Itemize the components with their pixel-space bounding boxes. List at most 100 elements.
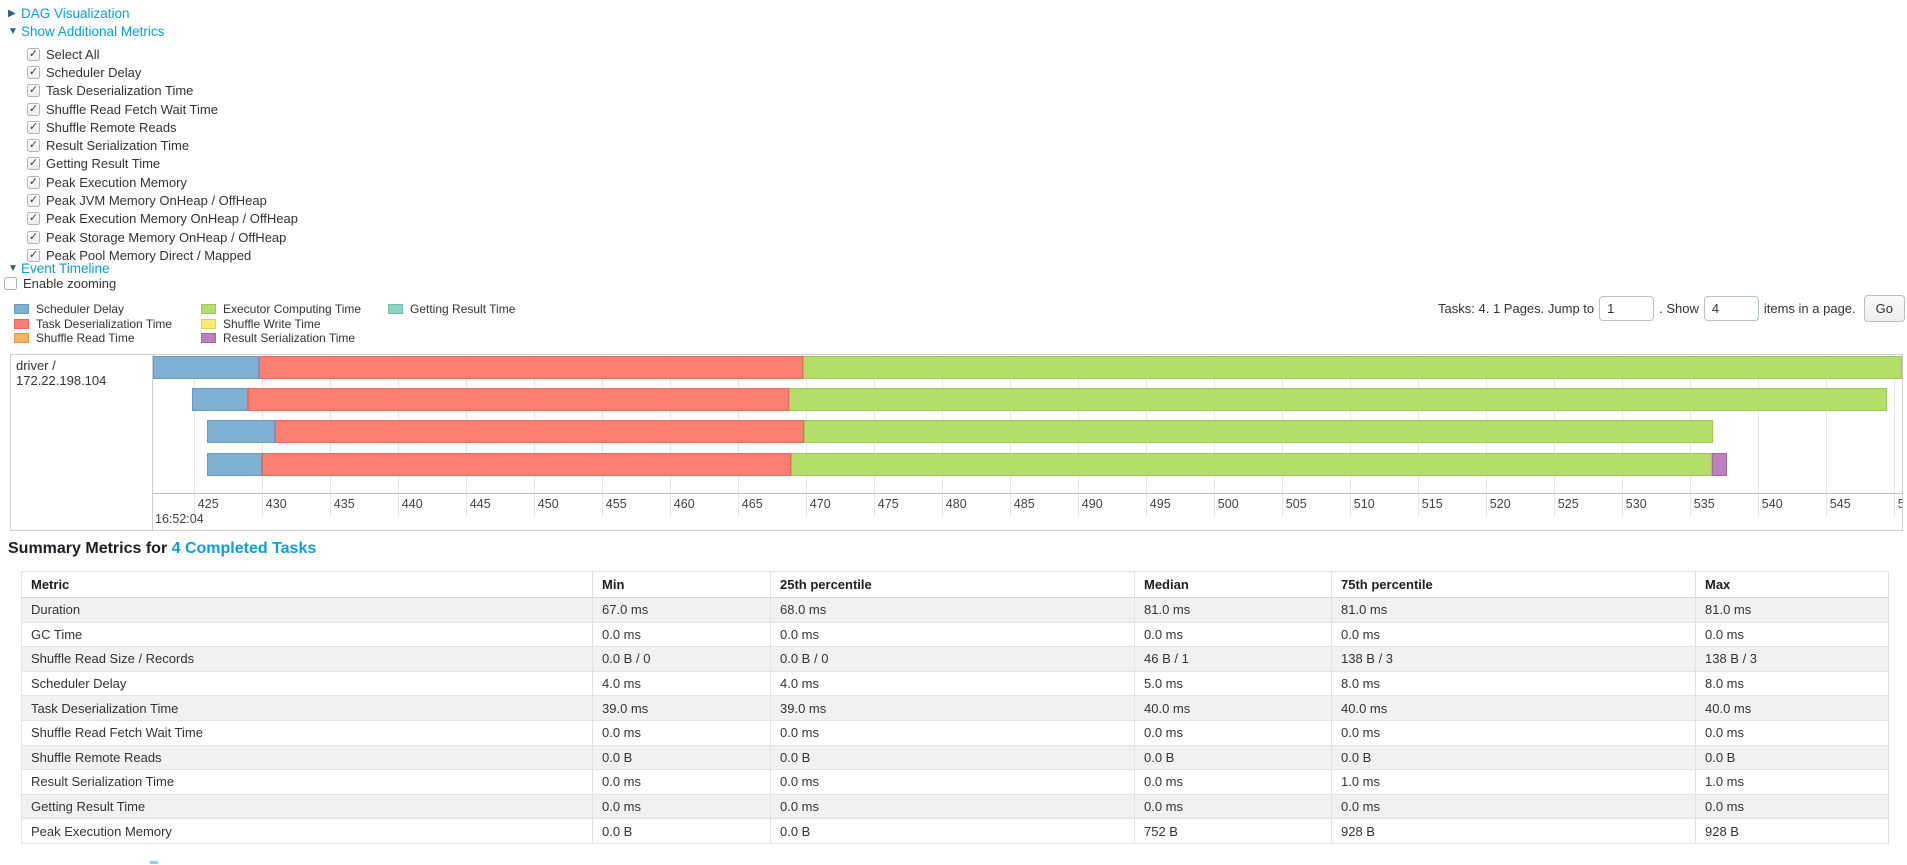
axis-tick-label: 475 — [877, 497, 899, 511]
metric-checkbox[interactable]: ✓ — [27, 212, 40, 226]
task-pager: Tasks: 4. 1 Pages. Jump to . Show items … — [1438, 293, 1905, 323]
legend-label: Task Deserialization Time — [36, 316, 173, 331]
task-bar[interactable] — [153, 420, 1902, 443]
axis-tick-label: 430 — [265, 497, 287, 511]
summary-column-header: Max — [1695, 571, 1889, 598]
task-segment-scheduler-delay[interactable] — [207, 453, 262, 476]
timeline-x-axis: 16:52:04 425 430 435 440 445 450 455 460 465 470 4… — [153, 493, 1902, 530]
dag-visualization-link[interactable]: DAG Visualization — [21, 6, 130, 21]
task-segment-task-deserialization[interactable] — [275, 420, 805, 443]
metric-checkbox[interactable]: ✓ — [27, 175, 40, 189]
metric-checkbox[interactable]: ✓ — [27, 102, 40, 116]
summary-column-header: 25th percentile — [770, 571, 1135, 598]
section-event-timeline[interactable]: ▼ Event Timeline — [8, 261, 110, 276]
metric-checkbox[interactable]: ✓ — [27, 230, 40, 244]
task-segment-task-deserialization[interactable] — [248, 388, 790, 411]
task-segment-scheduler-delay[interactable] — [192, 388, 249, 411]
task-segment-executor-computing[interactable] — [790, 453, 1712, 476]
legend-label: Executor Computing Time — [223, 302, 362, 317]
getting_result-swatch-icon — [388, 304, 403, 315]
items-per-page-input[interactable] — [1703, 295, 1759, 321]
metric-value-cell: 0.0 ms — [1134, 793, 1332, 820]
metric-checkbox-label[interactable]: Peak Storage Memory OnHeap / OffHeap — [46, 229, 287, 245]
legend-label: Shuffle Write Time — [223, 316, 321, 331]
metric-checkbox-label[interactable]: Shuffle Remote Reads — [46, 119, 177, 135]
executor_computing-swatch-icon — [201, 304, 216, 315]
gridline — [193, 355, 195, 517]
metric-checkbox-label[interactable]: Scheduler Delay — [46, 64, 142, 80]
metric-checkbox[interactable]: ✓ — [27, 120, 40, 134]
task-bar[interactable] — [153, 388, 1902, 411]
metric-checkbox[interactable]: ✓ — [27, 65, 40, 79]
metric-checkbox-label[interactable]: Getting Result Time — [46, 156, 161, 172]
table-row: Scheduler Delay 4.0 ms 4.0 ms 5.0 ms 8.0 ms 8… — [21, 670, 1889, 697]
table-row: Task Deserialization Time 39.0 ms 39.0 ms 4… — [21, 695, 1889, 721]
jump-to-page-input[interactable] — [1599, 295, 1655, 321]
go-button[interactable]: Go — [1863, 294, 1905, 322]
event-timeline-link[interactable]: Event Timeline — [21, 261, 110, 276]
axis-tick-label: 500 — [1217, 497, 1239, 511]
show-additional-metrics-link[interactable]: Show Additional Metrics — [21, 24, 165, 39]
pager-show-text: . Show — [1659, 300, 1699, 316]
metric-name-cell: Scheduler Delay — [21, 670, 593, 697]
task-segment-scheduler-delay[interactable] — [207, 420, 276, 443]
task-segment-executor-computing[interactable] — [803, 356, 1902, 379]
section-show-additional-metrics[interactable]: ▼ Show Additional Metrics — [8, 24, 164, 39]
metric-checkbox-label[interactable]: Peak Execution Memory — [46, 174, 187, 190]
metric-checkbox-label[interactable]: Shuffle Read Fetch Wait Time — [46, 101, 218, 117]
summary-heading-prefix: Summary Metrics for — [8, 540, 172, 557]
legend-label: Shuffle Read Time — [36, 331, 135, 346]
event-timeline-chart: driver / 172.22.198.104 16:52:04 425 430 4… — [10, 354, 1903, 531]
metric-value-cell: 67.0 ms — [592, 597, 771, 623]
task-segment-executor-computing[interactable] — [789, 388, 1887, 411]
task-bar[interactable] — [153, 356, 1902, 379]
metric-checkbox-label[interactable]: Peak JVM Memory OnHeap / OffHeap — [46, 193, 267, 209]
axis-tick-label: 450 — [537, 497, 559, 511]
metric-checkbox-label[interactable]: Peak Pool Memory Direct / Mapped — [46, 247, 252, 263]
task-segment-executor-computing[interactable] — [804, 420, 1713, 443]
metric-value-cell: 0.0 ms — [1331, 621, 1696, 648]
axis-tick-label: 525 — [1557, 497, 1579, 511]
metric-checkbox-row: ✓ Peak JVM Memory OnHeap / OffHeap — [27, 191, 298, 209]
metric-checkbox[interactable]: ✓ — [27, 157, 40, 171]
section-dag-visualization[interactable]: ▶ DAG Visualization — [8, 6, 130, 21]
metric-checkbox-row: ✓ Getting Result Time — [27, 155, 298, 173]
metric-checkbox-label[interactable]: Task Deserialization Time — [46, 83, 194, 99]
metric-checkbox-label[interactable]: Result Serialization Time — [46, 138, 190, 154]
metric-checkbox[interactable]: ✓ — [27, 47, 40, 61]
metric-checkbox[interactable]: ✓ — [27, 248, 40, 262]
axis-tick-label: 455 — [605, 497, 627, 511]
metric-value-cell: 0.0 ms — [592, 719, 771, 746]
pager-summary-text: Tasks: 4. 1 Pages. Jump to — [1438, 300, 1595, 316]
task-segment-scheduler-delay[interactable] — [153, 356, 260, 379]
axis-tick-label: 435 — [333, 497, 355, 511]
metric-value-cell: 39.0 ms — [770, 695, 1135, 721]
axis-tick-label: 510 — [1353, 497, 1375, 511]
metric-checkbox-label[interactable]: Select All — [46, 46, 100, 62]
task-segment-task-deserialization[interactable] — [261, 453, 791, 476]
enable-zooming-checkbox[interactable] — [4, 277, 17, 290]
enable-zooming-label[interactable]: Enable zooming — [23, 276, 117, 291]
axis-tick-label: 445 — [469, 497, 491, 511]
metric-value-cell: 68.0 ms — [770, 597, 1135, 623]
axis-tick-label: 460 — [673, 497, 695, 511]
task-segment-result-serialization[interactable] — [1711, 453, 1727, 476]
legend-column: Getting Result Time — [388, 302, 575, 346]
metric-value-cell: 0.0 ms — [1695, 719, 1889, 746]
metric-name-cell: Getting Result Time — [21, 793, 593, 820]
metric-checkbox[interactable]: ✓ — [27, 84, 40, 98]
task-bar[interactable] — [153, 453, 1902, 476]
expanded-arrow-icon: ▼ — [8, 26, 18, 37]
table-row: Duration 67.0 ms 68.0 ms 81.0 ms 81.0 ms 81.0… — [21, 597, 1889, 623]
metric-value-cell: 0.0 ms — [770, 769, 1135, 795]
metric-checkbox-label[interactable]: Peak Execution Memory OnHeap / OffHeap — [46, 211, 298, 227]
task-segment-task-deserialization[interactable] — [259, 356, 804, 379]
metric-checkbox[interactable]: ✓ — [27, 194, 40, 208]
metric-name-cell: Shuffle Read Size / Records — [21, 646, 593, 672]
legend-item: Task Deserialization Time — [14, 317, 201, 332]
metric-checkbox-row: ✓ Shuffle Read Fetch Wait Time — [27, 100, 298, 118]
legend-item: Shuffle Write Time — [201, 317, 388, 332]
metric-checkbox[interactable]: ✓ — [27, 139, 40, 153]
legend-column: Scheduler Delay Task Deserialization Time… — [14, 302, 201, 346]
completed-tasks-link[interactable]: 4 Completed Tasks — [171, 540, 317, 557]
